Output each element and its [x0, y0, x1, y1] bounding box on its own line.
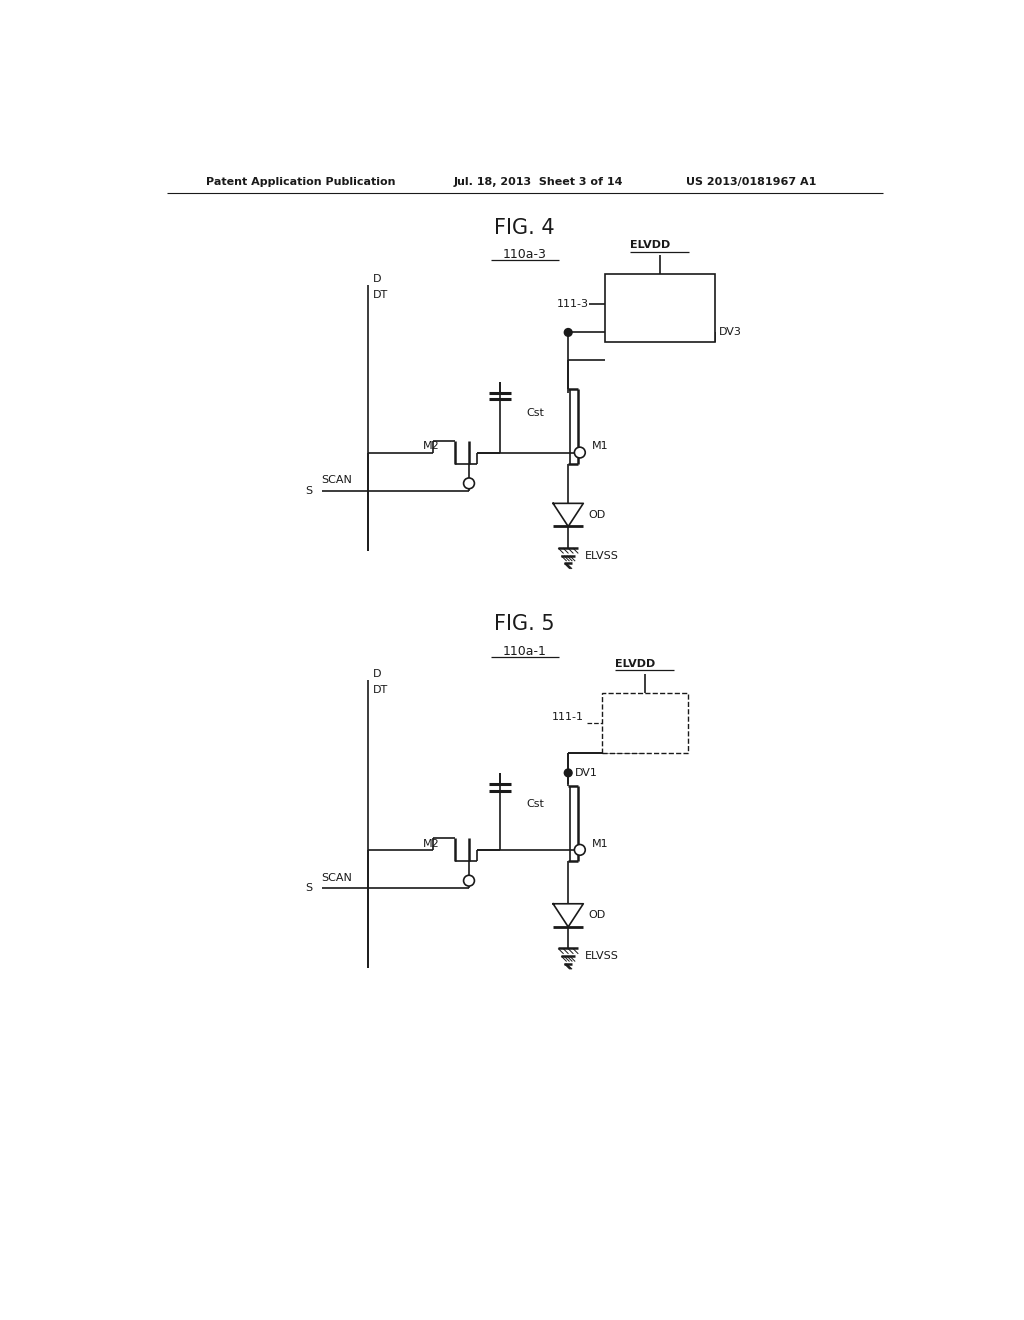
Text: M1: M1 [592, 441, 608, 451]
Text: M1: M1 [592, 838, 608, 849]
Text: UNIT 3: UNIT 3 [642, 319, 677, 330]
Text: ELVSS: ELVSS [586, 952, 620, 961]
Text: 111-1: 111-1 [552, 711, 584, 722]
Text: FIG. 4: FIG. 4 [495, 218, 555, 238]
Text: Jul. 18, 2013  Sheet 3 of 14: Jul. 18, 2013 Sheet 3 of 14 [454, 177, 623, 186]
Text: ELVDD: ELVDD [630, 240, 671, 249]
Circle shape [574, 845, 586, 855]
Text: DV1: DV1 [574, 768, 597, 777]
Text: SCAN: SCAN [322, 475, 352, 486]
Text: Cst: Cst [526, 799, 545, 809]
Circle shape [464, 875, 474, 886]
Text: ELVDD: ELVDD [615, 659, 655, 668]
Text: 110a-1: 110a-1 [503, 644, 547, 657]
Bar [602, 693, 687, 752]
Text: S: S [305, 486, 312, 496]
Text: ELVSS: ELVSS [586, 550, 620, 561]
Text: D: D [373, 275, 381, 284]
Text: 111-3: 111-3 [557, 300, 589, 309]
Circle shape [574, 447, 586, 458]
Circle shape [564, 770, 572, 776]
Text: Cst: Cst [526, 408, 545, 417]
Text: DT: DT [373, 290, 388, 301]
Text: FIG. 5: FIG. 5 [495, 614, 555, 634]
Text: S: S [305, 883, 312, 894]
Text: DROP: DROP [645, 302, 675, 313]
Text: DT: DT [373, 685, 388, 696]
Text: US 2013/0181967 A1: US 2013/0181967 A1 [686, 177, 816, 186]
Text: 110a-3: 110a-3 [503, 248, 547, 261]
Text: OD: OD [588, 510, 605, 520]
Text: M2: M2 [423, 838, 439, 849]
Circle shape [464, 478, 474, 488]
Text: DV3: DV3 [719, 327, 742, 338]
Circle shape [564, 329, 572, 337]
Text: SCAN: SCAN [322, 873, 352, 883]
Text: M2: M2 [423, 441, 439, 451]
Text: D: D [373, 669, 381, 680]
Bar [604, 275, 715, 342]
Text: M3-1: M3-1 [631, 718, 658, 727]
Text: VOLTAGE: VOLTAGE [636, 288, 683, 298]
Text: Patent Application Publication: Patent Application Publication [206, 177, 395, 186]
Text: OD: OD [588, 911, 605, 920]
